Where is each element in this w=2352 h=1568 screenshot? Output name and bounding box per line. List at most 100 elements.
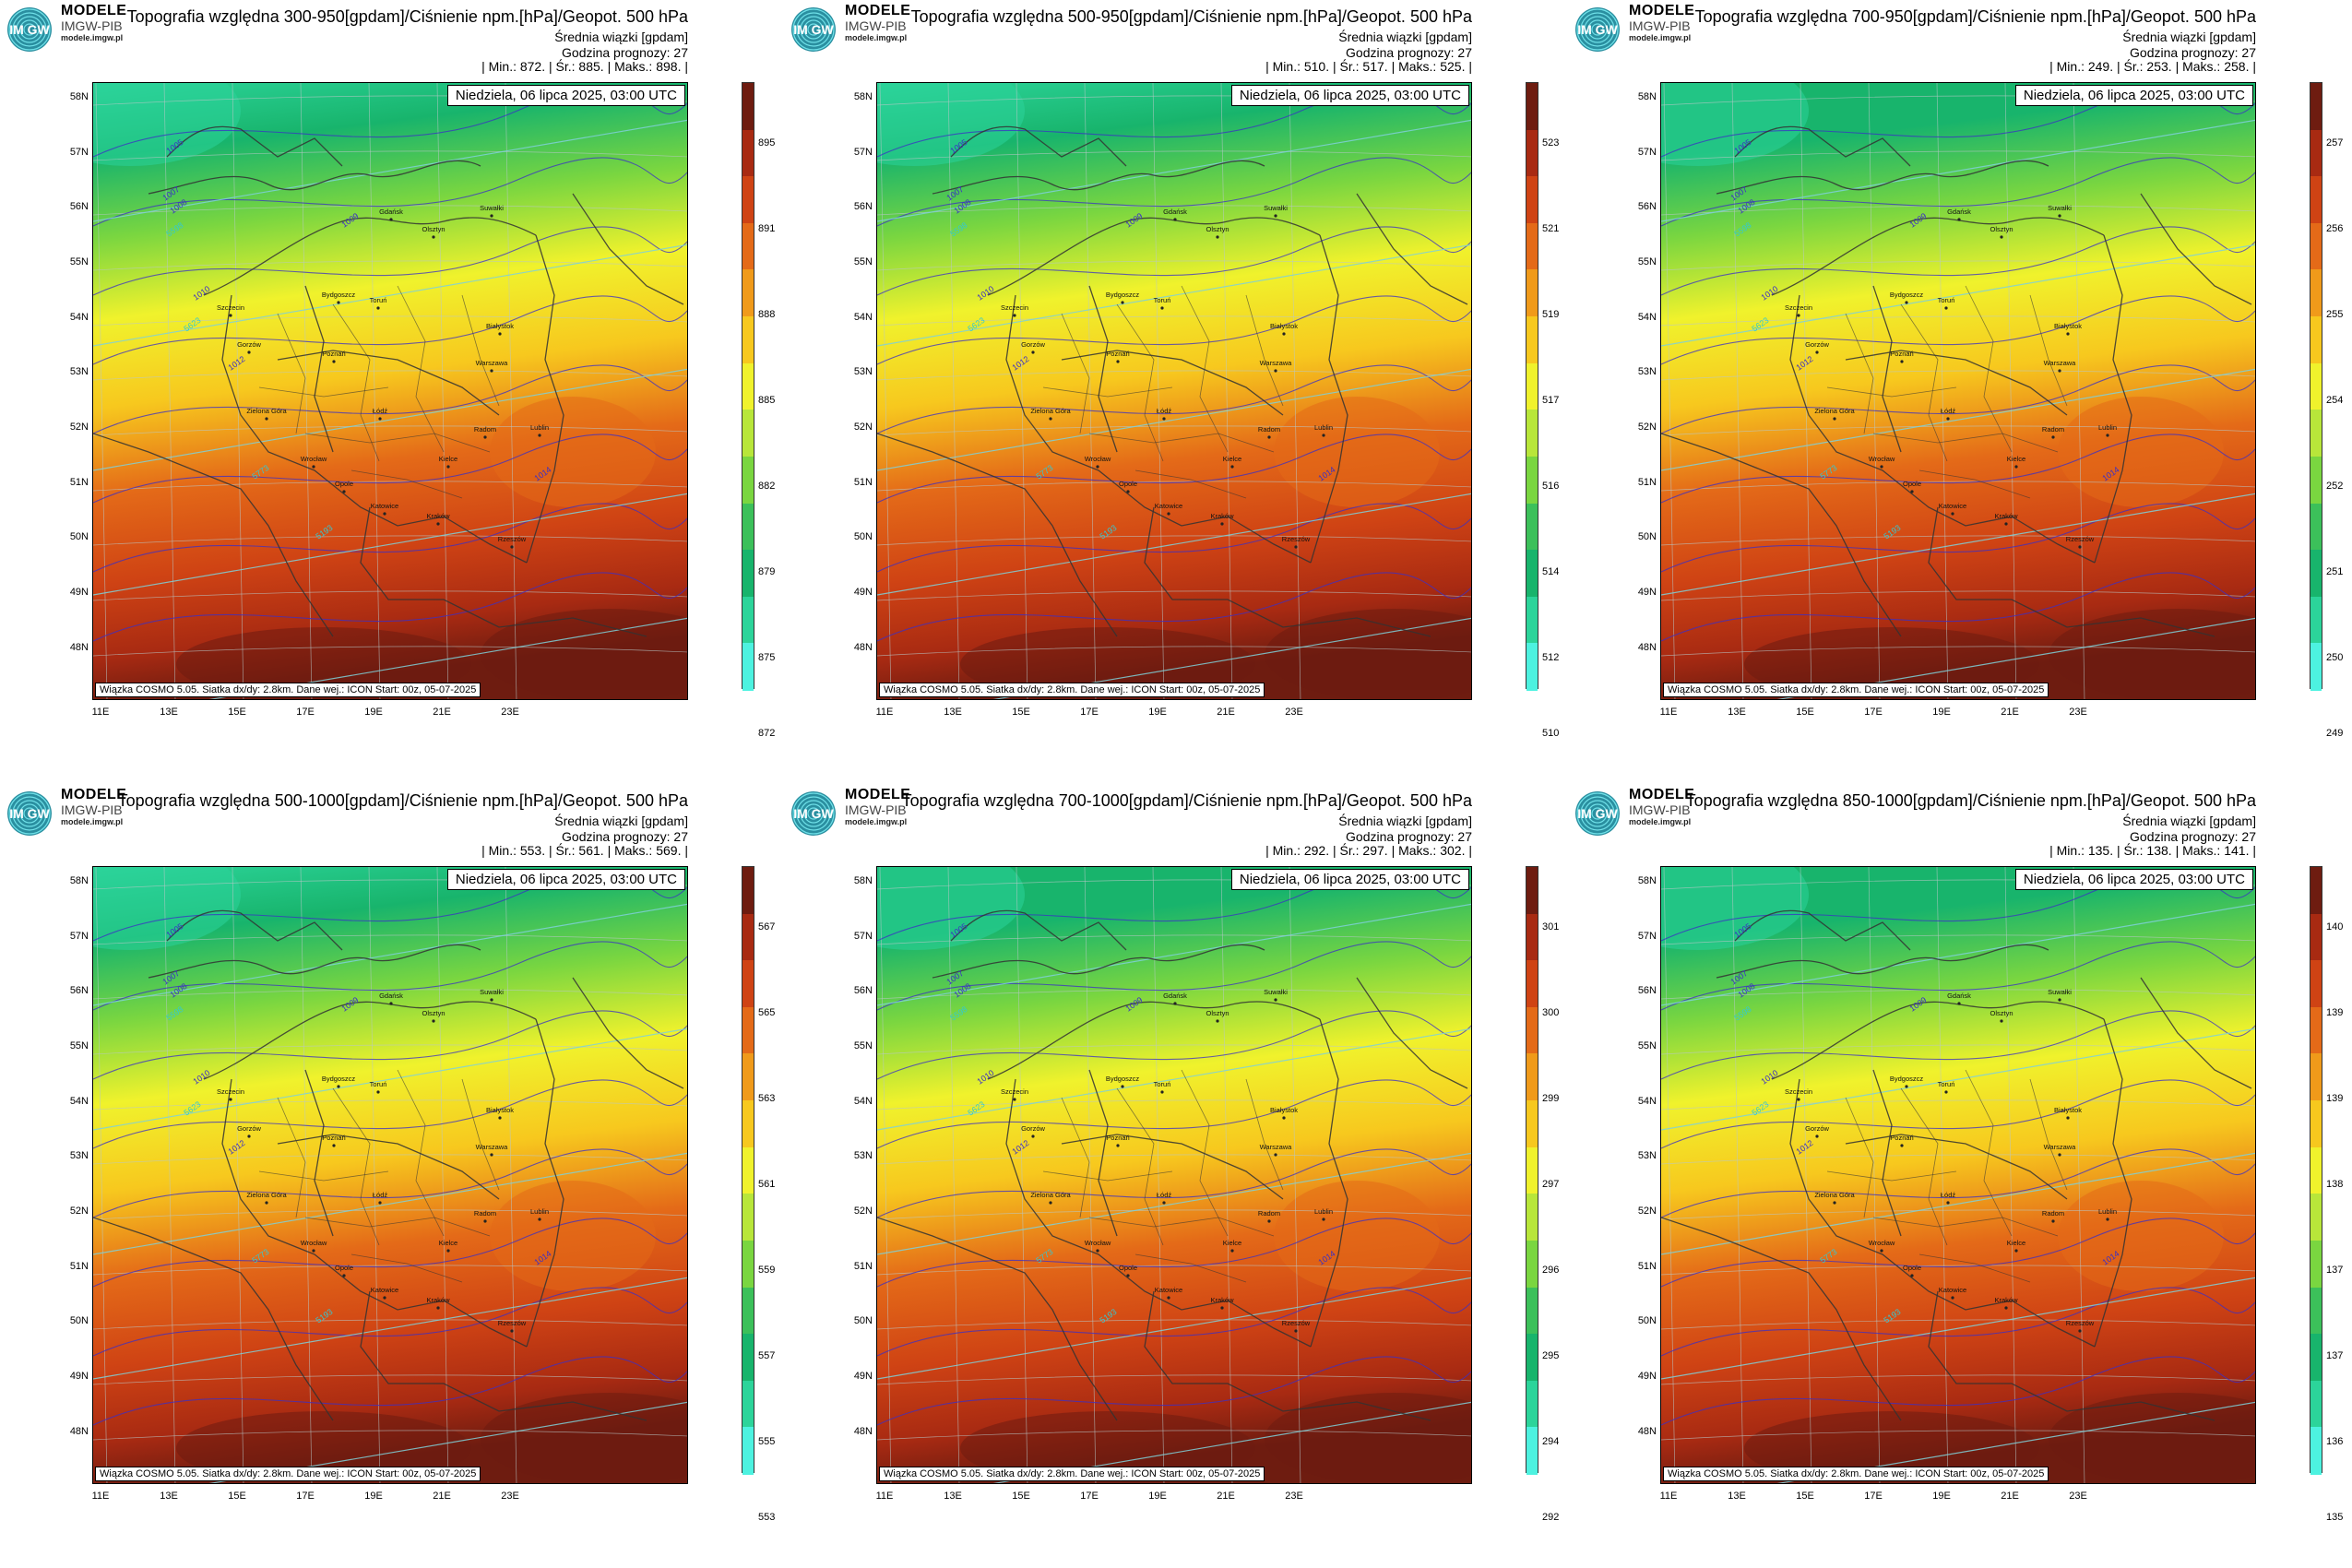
longitude-label: 17E — [1864, 1491, 1883, 1502]
logo-text: IM GW — [1577, 806, 1618, 821]
panel-title: Topografia względna 500-1000[gpdam]/Ciśn… — [117, 791, 688, 810]
region-boundary — [350, 469, 463, 499]
colorbar-segment — [2310, 1006, 2322, 1055]
latitude-gridline — [877, 1209, 1471, 1220]
isobar-line — [1661, 572, 2255, 642]
isobar-line — [1661, 1148, 2255, 1218]
city-marker — [229, 1098, 232, 1101]
forecast-hour: Godzina prognozy: 27 — [562, 829, 688, 844]
colorbar-segment — [742, 867, 754, 915]
colorbar-segment — [1526, 83, 1538, 131]
colorbar-segment — [742, 222, 754, 271]
field-patch — [2058, 397, 2224, 507]
longitude-gridline — [95, 83, 108, 699]
city-label: Kielce — [439, 455, 457, 463]
city-marker — [2014, 1249, 2018, 1253]
latitude-gridline — [93, 1430, 687, 1441]
colorbar-label: 510 — [1542, 728, 1560, 739]
isobar-line — [877, 1218, 1471, 1288]
latitude-gridline — [1661, 934, 2255, 945]
latitude-label: 48N — [69, 1426, 89, 1437]
latitude-label: 53N — [69, 1150, 89, 1161]
latitude-gridline — [93, 1044, 687, 1055]
city-marker — [490, 998, 493, 1002]
colorbar-segment — [2310, 456, 2322, 505]
latitude-gridline — [877, 315, 1471, 327]
city-label: Poznań — [1890, 1134, 1913, 1142]
isobar-line — [1661, 157, 2255, 227]
city-label: Zielona Góra — [246, 407, 287, 415]
geopotential-line — [1661, 1028, 2255, 1131]
city-label: Warszawa — [2044, 359, 2077, 367]
geopotential-line — [93, 1028, 687, 1131]
city-label: Kielce — [2007, 1239, 2025, 1247]
city-marker — [510, 1329, 514, 1333]
latitude-label: 56N — [853, 985, 873, 996]
colorbar-segment — [742, 1427, 754, 1475]
city-label: Kielce — [2007, 455, 2025, 463]
longitude-label: 21E — [2001, 707, 2019, 718]
city-marker — [2106, 434, 2109, 437]
isobar-line — [93, 503, 687, 573]
city-label: Kielce — [1223, 1239, 1241, 1247]
longitude-label: 11E — [91, 1491, 110, 1502]
border-line — [360, 1290, 647, 1421]
longitude-label: 21E — [1217, 1491, 1235, 1502]
valid-date: Niedziela, 06 lipca 2025, 03:00 UTC — [2014, 869, 2253, 890]
field-map: Gdańsk Olsztyn Suwałki Szczecin Bydgoszcz Tor… — [93, 867, 687, 1483]
city-marker — [1910, 1274, 1914, 1277]
city-label: Szczecin — [1785, 1087, 1812, 1096]
field-patch — [490, 1181, 656, 1291]
stat-mean: Śr.: 885. | — [555, 59, 615, 74]
longitude-gridline — [163, 83, 176, 699]
longitude-gridline — [1800, 867, 1812, 1483]
latitude-label: 50N — [853, 1315, 873, 1326]
region-boundary — [1918, 469, 2031, 499]
isobar-line — [93, 1148, 687, 1218]
region-boundary — [461, 1078, 500, 1191]
longitude-gridline — [232, 867, 244, 1483]
latitude-label: 57N — [853, 147, 873, 158]
colorbar-segment — [742, 596, 754, 645]
colorbar-segment — [742, 913, 754, 962]
city-marker — [265, 417, 268, 421]
latitude-label: 51N — [1637, 1261, 1657, 1272]
city-label: Warszawa — [1260, 1143, 1293, 1151]
longitude-gridline — [368, 83, 381, 699]
field-patch — [1661, 83, 1809, 166]
field-patch — [1274, 1181, 1440, 1291]
latitude-gridline — [1661, 315, 2255, 327]
city-marker — [378, 417, 382, 421]
city-label: Rzeszów — [1282, 1319, 1311, 1327]
colorbar-label: 555 — [758, 1436, 776, 1447]
colorbar-label: 139 — [2326, 1093, 2344, 1104]
colorbar-label: 521 — [1542, 223, 1560, 234]
colorbar-label: 888 — [758, 309, 776, 320]
city-marker — [247, 350, 251, 354]
isobar-line — [877, 295, 1471, 365]
city-marker — [229, 314, 232, 317]
border-line — [932, 160, 1265, 195]
longitude-label: 19E — [1148, 707, 1167, 718]
border-line — [1310, 1018, 1348, 1348]
city-label: Szczecin — [217, 1087, 244, 1096]
city-marker — [1274, 1153, 1277, 1157]
latitude-gridline — [877, 1319, 1471, 1330]
colorbar — [2310, 866, 2322, 1475]
border-line — [221, 1078, 528, 1348]
field-patch — [960, 627, 1255, 699]
latitude-gridline — [1661, 1154, 2255, 1165]
city-label: Katowice — [371, 1286, 398, 1294]
colorbar-segment — [742, 269, 754, 318]
latitude-gridline — [1661, 1374, 2255, 1385]
city-marker — [2058, 369, 2061, 373]
field-patch — [481, 1393, 687, 1483]
city-marker — [2078, 545, 2082, 549]
region-boundary — [1845, 1097, 1874, 1218]
brand-sub: IMGW-PIB — [61, 802, 123, 817]
colorbar-segment — [1526, 1053, 1538, 1102]
city-label: Kielce — [439, 1239, 457, 1247]
latitude-gridline — [93, 1374, 687, 1385]
map-panel: IM GW MODELE IMGW-PIB modele.imgw.pl Topogra… — [1568, 0, 2352, 784]
city-marker — [538, 434, 541, 437]
